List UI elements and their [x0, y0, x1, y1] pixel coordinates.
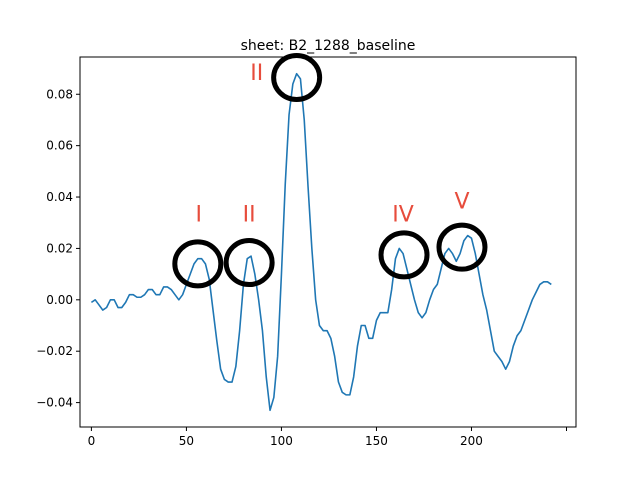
series-line-0 [90, 72, 552, 412]
x-tick-label-2: 100 [270, 434, 293, 448]
y-tick-label-4: 0.04 [46, 190, 73, 204]
series-layer [90, 72, 552, 412]
annotation-label-4: V [454, 190, 469, 215]
y-tick-label-3: 0.02 [46, 241, 73, 255]
annotation-label-1: II [243, 202, 256, 227]
x-axis: 0 50 100 150 200 [88, 427, 567, 448]
plot-frame [79, 56, 577, 428]
y-tick-label-0: −0.04 [36, 396, 73, 410]
y-tick-label-6: 0.08 [46, 87, 73, 101]
y-tick-label-5: 0.06 [46, 139, 73, 153]
annotation-circle-0 [172, 239, 224, 289]
annotation-label-2: II [250, 61, 263, 86]
annotation-circle-3 [378, 230, 430, 280]
y-tick-label-1: −0.02 [36, 344, 73, 358]
x-tick-label-4: 200 [460, 434, 483, 448]
x-tick-label-3: 150 [365, 434, 388, 448]
y-tick-label-2: 0.00 [46, 293, 73, 307]
annotation-circle-1 [223, 238, 275, 288]
y-axis: −0.04 −0.02 0.00 0.02 0.04 0.06 0.08 [36, 87, 80, 410]
annotation-circle-4 [436, 222, 488, 272]
x-tick-label-0: 0 [88, 434, 96, 448]
chart-title: sheet: B2_1288_baseline [241, 38, 416, 54]
annotation-label-3: IV [392, 202, 414, 227]
x-tick-label-1: 50 [179, 434, 194, 448]
annotation-label-0: I [196, 202, 203, 227]
annotation-circle-2 [271, 53, 323, 103]
